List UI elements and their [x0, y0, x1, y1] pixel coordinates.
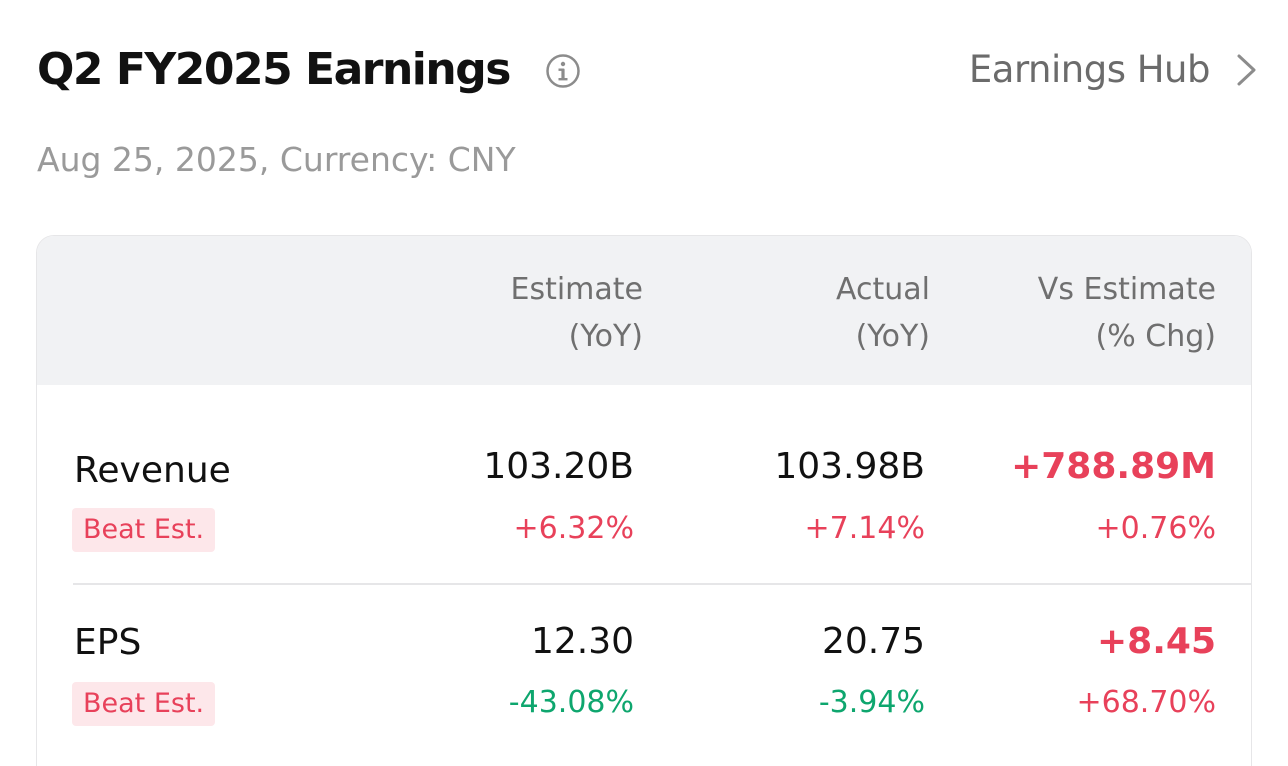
column-header-vs-estimate: Vs Estimate (% Chg)	[1037, 272, 1216, 354]
info-icon[interactable]	[545, 53, 581, 89]
earnings-table: Estimate (YoY) Actual (YoY) Vs Estimate …	[36, 235, 1252, 766]
actual-value: 20.75	[821, 621, 925, 662]
actual-yoy: -3.94%	[818, 685, 925, 720]
row-divider	[73, 583, 1251, 585]
column-header-actual: Actual (YoY)	[836, 272, 930, 354]
row-label: Revenue	[74, 450, 231, 491]
estimate-yoy: -43.08%	[508, 685, 634, 720]
vs-estimate-pct: +68.70%	[1076, 685, 1216, 720]
row-label: EPS	[74, 622, 142, 663]
vs-estimate-pct: +0.76%	[1095, 511, 1216, 546]
vs-estimate-value: +788.89M	[1011, 446, 1216, 487]
report-date-currency: Aug 25, 2025, Currency: CNY	[37, 140, 516, 179]
actual-value: 103.98B	[774, 446, 925, 487]
actual-yoy: +7.14%	[804, 511, 925, 546]
estimate-yoy: +6.32%	[513, 511, 634, 546]
column-header-estimate: Estimate (YoY)	[510, 272, 643, 354]
beat-estimate-badge: Beat Est.	[72, 682, 216, 726]
chevron-right-icon	[1237, 54, 1256, 86]
table-header: Estimate (YoY) Actual (YoY) Vs Estimate …	[37, 236, 1251, 385]
vs-estimate-value: +8.45	[1097, 621, 1216, 662]
earnings-hub-link[interactable]: Earnings Hub	[969, 44, 1258, 96]
page-title: Q2 FY2025 Earnings	[37, 44, 511, 95]
beat-estimate-badge: Beat Est.	[72, 508, 216, 552]
estimate-value: 103.20B	[483, 446, 634, 487]
earnings-hub-label: Earnings Hub	[968, 48, 1211, 91]
estimate-value: 12.30	[530, 621, 634, 662]
